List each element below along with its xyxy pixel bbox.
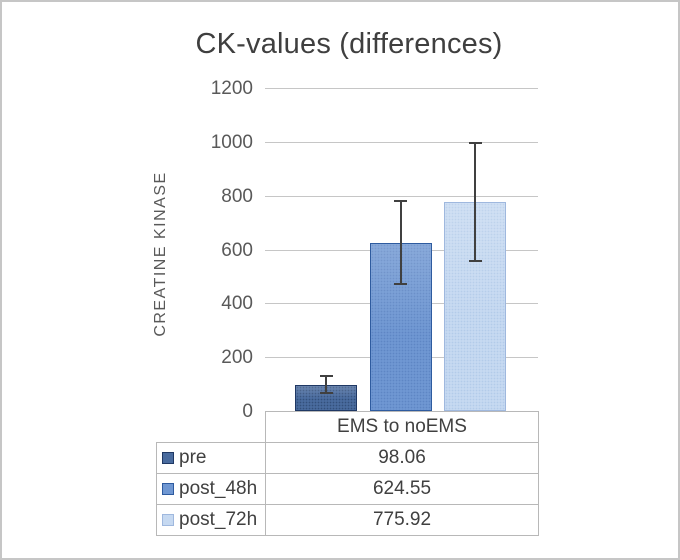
table-row: post_72h 775.92 xyxy=(156,504,539,536)
error-bar-cap-top-post_72h xyxy=(468,141,482,144)
y-tick-label: 200 xyxy=(221,347,253,369)
chart-title: CK-values (differences) xyxy=(195,28,503,60)
legend-swatch-post_48h xyxy=(162,483,174,495)
chart-data-table: EMS to noEMS pre 98.06 post_48h 624.55 post_7… xyxy=(156,411,539,536)
error-bar-pre xyxy=(325,375,327,394)
value-cell-post_48h: 624.55 xyxy=(265,473,539,505)
plot-area xyxy=(265,88,538,411)
legend-cell-pre: pre xyxy=(156,442,266,474)
value-cell-pre: 98.06 xyxy=(265,442,539,474)
error-bar-post_72h xyxy=(474,141,476,263)
table-corner-blank xyxy=(157,412,266,443)
legend-label: pre xyxy=(179,447,207,468)
error-bar-cap-top-post_48h xyxy=(394,200,407,203)
data-table: EMS to noEMS pre 98.06 post_48h 624.55 post_7… xyxy=(156,411,539,536)
error-bar-cap-bottom-post_48h xyxy=(394,283,407,286)
gridline xyxy=(265,141,538,143)
y-tick-label: 400 xyxy=(221,293,253,315)
table-row: post_48h 624.55 xyxy=(156,473,539,505)
y-tick-label: 600 xyxy=(221,239,253,261)
error-bar-post_48h xyxy=(399,200,402,286)
y-axis-title: CREATINE KINASE xyxy=(152,171,169,337)
legend-cell-post_72h: post_72h xyxy=(156,504,266,536)
gridline xyxy=(265,195,538,197)
y-tick-label: 1200 xyxy=(210,78,253,99)
legend-swatch-pre xyxy=(162,452,174,464)
y-tick-label: 1000 xyxy=(210,131,253,153)
legend-swatch-post_72h xyxy=(162,514,174,526)
legend-cell-post_48h: post_48h xyxy=(156,473,266,505)
y-tick-label: 800 xyxy=(221,185,253,207)
value-cell-post_72h: 775.92 xyxy=(265,504,539,536)
table-category-header: EMS to noEMS xyxy=(265,411,539,443)
y-tick-label: 0 xyxy=(242,401,253,422)
gridline xyxy=(265,88,538,89)
legend-label: post_72h xyxy=(179,509,258,530)
table-row: pre 98.06 xyxy=(156,442,539,474)
error-bar-cap-bottom-post_72h xyxy=(468,260,482,263)
error-bar-cap-bottom-pre xyxy=(319,392,333,395)
legend-label: post_48h xyxy=(179,478,258,499)
error-bar-cap-top-pre xyxy=(319,375,333,378)
